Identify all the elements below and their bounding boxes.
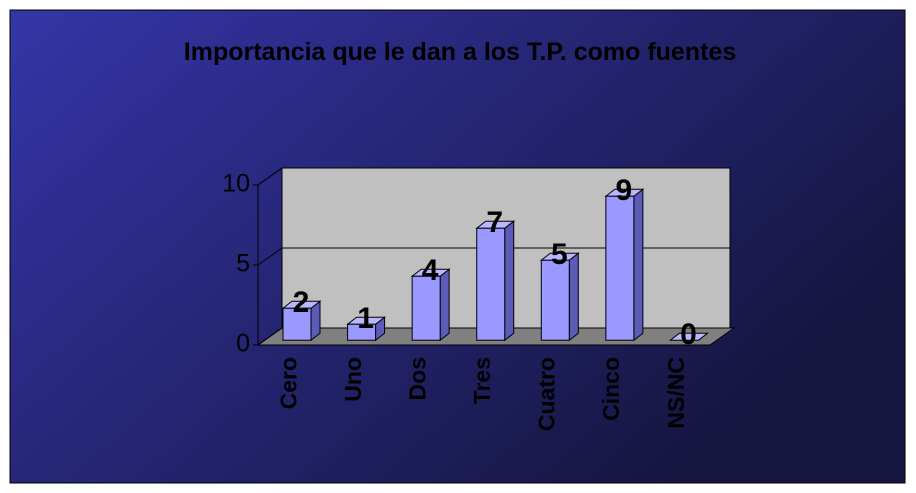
bar bbox=[476, 227, 506, 341]
y-tick-label: 5 bbox=[236, 250, 250, 278]
data-label: 2 bbox=[293, 286, 310, 319]
bar-top bbox=[668, 332, 709, 341]
data-label: 1 bbox=[357, 302, 374, 335]
data-label: 9 bbox=[616, 174, 633, 207]
y-tick-label: 10 bbox=[222, 170, 250, 198]
x-tick-label: Cuatro bbox=[534, 357, 560, 431]
bar-side bbox=[568, 252, 579, 342]
x-tick-label: Dos bbox=[405, 357, 431, 400]
x-tick-label: Uno bbox=[340, 357, 366, 402]
x-tick-label: Cero bbox=[275, 357, 301, 409]
bar-side bbox=[504, 220, 515, 342]
data-label: 5 bbox=[551, 238, 568, 271]
y-tick-label: 0 bbox=[236, 330, 250, 358]
grid-line bbox=[257, 247, 730, 266]
data-label: 4 bbox=[422, 254, 439, 287]
x-tick-label: NS/NC bbox=[663, 357, 689, 429]
grid-line bbox=[257, 167, 730, 186]
bar bbox=[411, 275, 441, 341]
bar-side bbox=[633, 188, 644, 342]
data-label: 7 bbox=[486, 206, 503, 239]
chart-title: Importancia que le dan a los T.P. como f… bbox=[183, 38, 737, 66]
bar bbox=[347, 323, 377, 341]
bar bbox=[540, 259, 570, 341]
x-tick-label: Cinco bbox=[598, 357, 624, 421]
bar-side bbox=[439, 268, 450, 342]
data-label: 0 bbox=[680, 318, 697, 351]
bar bbox=[605, 195, 635, 341]
x-tick-label: Tres bbox=[469, 357, 495, 404]
bar bbox=[282, 307, 312, 341]
